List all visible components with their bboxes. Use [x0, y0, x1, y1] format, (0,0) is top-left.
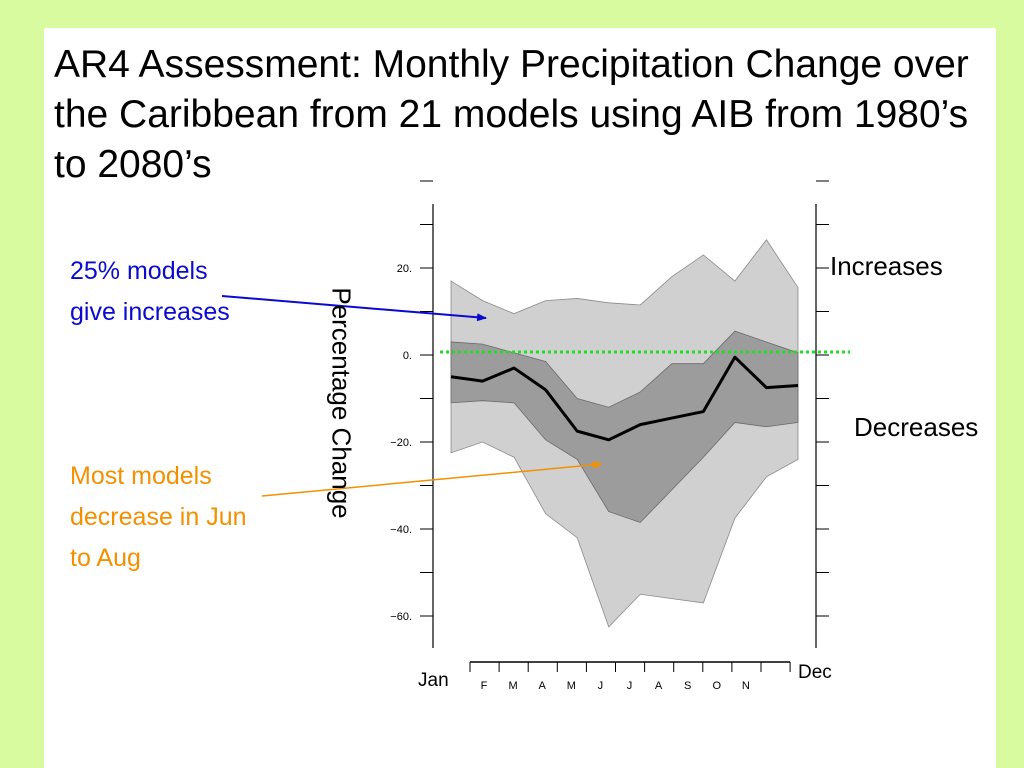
slide-title: AR4 Assessment: Monthly Precipitation Ch… — [54, 43, 969, 186]
x-tick-label: F — [481, 680, 488, 692]
dec-label: Dec — [798, 662, 832, 683]
increase-arrow — [221, 295, 487, 322]
y-axis-label: Percentage Change — [326, 287, 357, 519]
y-tick-label: 20. — [397, 263, 412, 275]
x-tick-label: J — [598, 680, 604, 692]
increases-label: Increases — [830, 251, 943, 281]
x-tick-label: O — [713, 680, 722, 692]
decreases-label: Decreases — [854, 412, 979, 442]
inner-range-band — [450, 330, 799, 523]
y-tick-label: −40. — [390, 524, 412, 536]
x-tick-label: A — [655, 680, 663, 692]
x-tick-label: J — [627, 680, 633, 692]
x-tick-label: M — [509, 680, 518, 692]
increase-note: 25% models give increases — [70, 257, 230, 326]
x-tick-label: N — [742, 680, 750, 692]
x-tick-label: S — [684, 680, 691, 692]
x-tick-label: A — [539, 680, 547, 692]
y-tick-label: −20. — [390, 437, 412, 449]
y-tick-label: 0. — [403, 350, 412, 362]
decrease-arrow — [261, 460, 603, 497]
x-tick-label: M — [567, 680, 576, 692]
median-line — [450, 355, 799, 442]
jan-label: Jan — [418, 670, 449, 691]
y-tick-label: −60. — [390, 611, 412, 623]
decrease-note: Most models decrease in Jun to Aug — [70, 462, 247, 572]
